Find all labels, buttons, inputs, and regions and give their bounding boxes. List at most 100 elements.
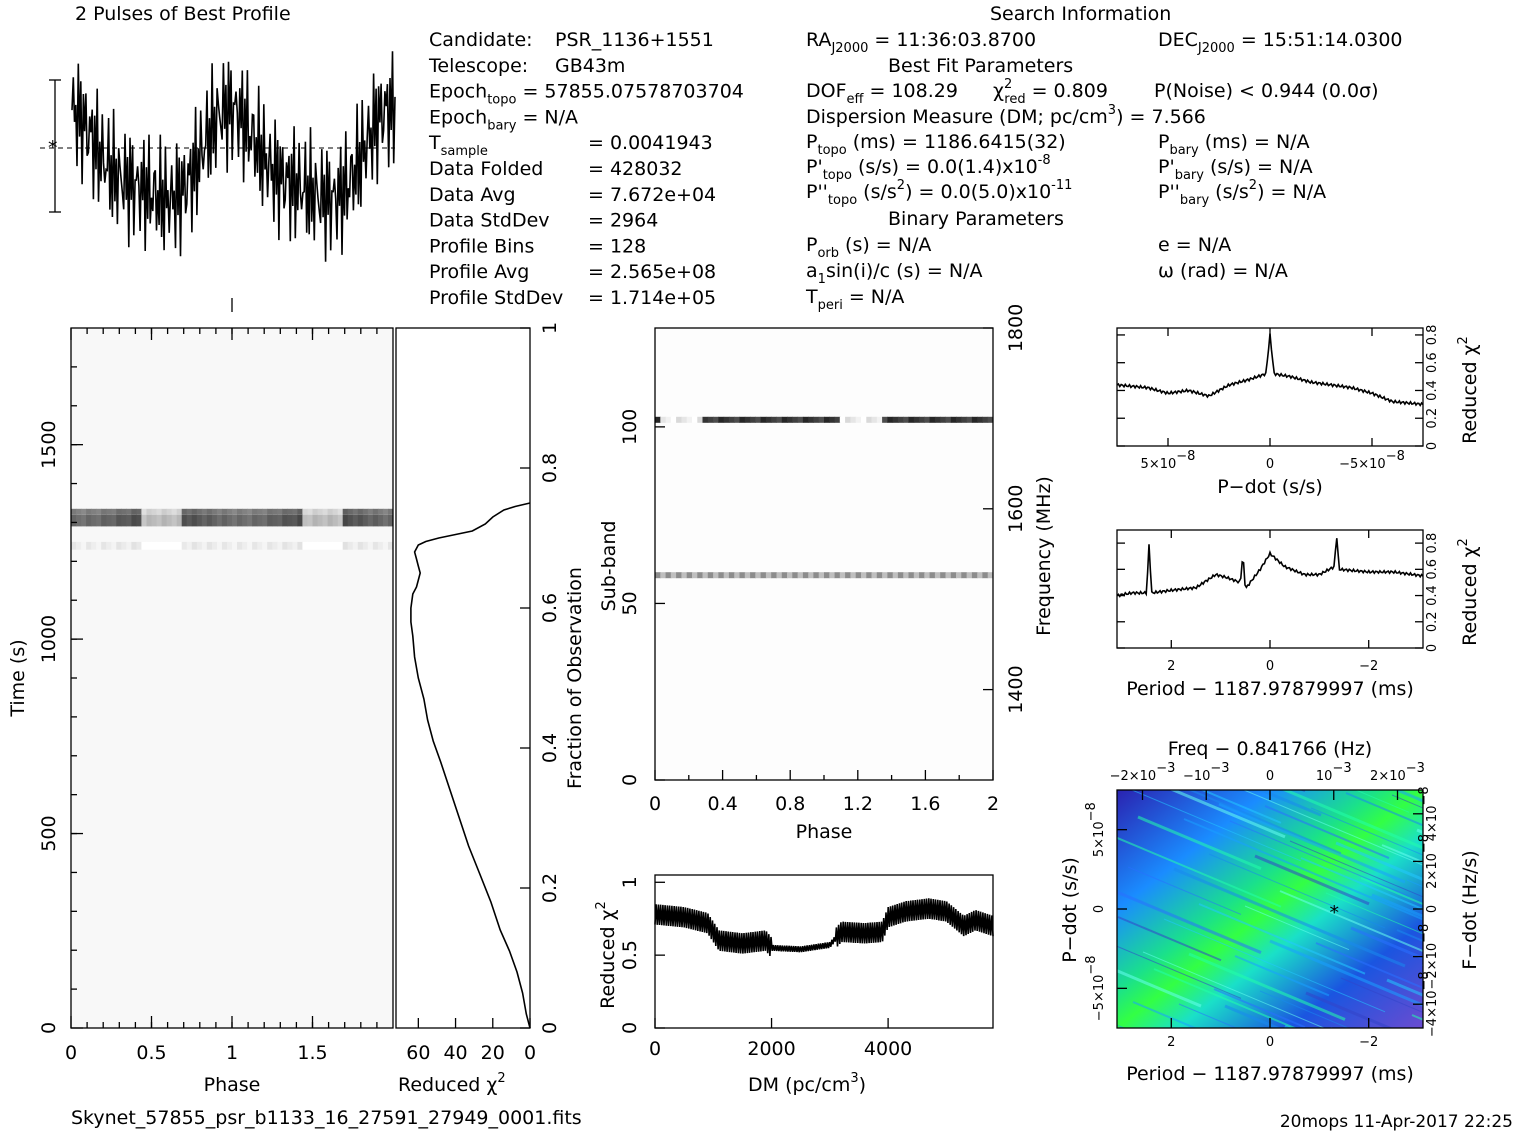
tperi-value: = N/A xyxy=(849,286,905,308)
heat-cell xyxy=(676,572,682,579)
heat-cell xyxy=(750,416,756,423)
heat-cell xyxy=(106,541,112,550)
svg-text:P''topo(s/s2) = 0.0(5.0)x10-11: P''topo (s/s2) = 0.0(5.0)x10-11 xyxy=(806,178,1072,208)
heat-streak xyxy=(1178,1003,1238,1028)
heat-streak xyxy=(1269,939,1423,1007)
sb-ytick-label: 100 xyxy=(619,409,641,445)
heat-cell xyxy=(739,416,746,423)
dm-chi-panel: 0 2000 4000 0 0.5 1 DM (pc/cm3) Reduced χ2 xyxy=(594,874,994,1096)
heat-streak xyxy=(1200,790,1282,824)
heat-cell xyxy=(686,572,693,579)
ytick-label: 0.2 xyxy=(1425,611,1440,632)
heat-cell xyxy=(307,514,313,527)
heat-streak xyxy=(1229,820,1410,897)
heat-cell xyxy=(681,572,688,579)
heat-cell xyxy=(655,572,661,579)
svg-text:Reduced χ2: Reduced χ2 xyxy=(398,1071,506,1096)
heat-cell xyxy=(352,508,359,515)
pp-ylabel: P−dot (s/s) xyxy=(1059,857,1081,963)
svg-text:Dispersion Measure (DM; pc/cm3: Dispersion Measure (DM; pc/cm3) = 7.566 xyxy=(806,103,1206,128)
heat-cell xyxy=(237,541,243,550)
dm-xtick-label: 4000 xyxy=(864,1038,912,1060)
sb-xtick-label: 0.8 xyxy=(775,793,805,815)
heat-cell xyxy=(697,572,704,579)
pdot-bary-value: (s/s) = N/A xyxy=(1210,156,1313,178)
heat-cell xyxy=(201,508,208,515)
heat-cell xyxy=(655,416,661,423)
heat-cell xyxy=(307,508,313,515)
info-row: Profile Avg = 2.565e+08 xyxy=(429,261,716,283)
heat-cell xyxy=(161,508,168,515)
heat-streak xyxy=(1315,942,1423,990)
heat-cell xyxy=(834,572,841,579)
heat-cell xyxy=(940,572,946,579)
heat-streak xyxy=(1153,968,1298,1028)
heat-cell xyxy=(961,416,968,423)
pp-x2tick-label: −2×10−3 xyxy=(1110,761,1176,784)
dm-label: Dispersion Measure (DM; pc/cm xyxy=(806,106,1108,128)
heat-streak xyxy=(1300,857,1423,911)
heat-cell xyxy=(186,508,193,515)
heat-cell xyxy=(352,514,359,527)
heat-cell xyxy=(347,514,354,527)
heat-cell xyxy=(151,514,157,527)
pp-x2tick-label: 0 xyxy=(1266,769,1274,784)
candidate-info: Candidate: PSR_1136+1551 Telescope: GB43m Ep… xyxy=(428,29,744,309)
heat-cell xyxy=(191,514,198,527)
heat-cell xyxy=(681,416,688,423)
heat-streak xyxy=(1325,892,1423,935)
heat-cell xyxy=(929,572,936,579)
dm-ytick-label: 0 xyxy=(619,1022,641,1034)
fraction-chi-trace xyxy=(410,502,531,1029)
heat-cell xyxy=(156,514,162,527)
heat-cell xyxy=(882,416,888,423)
fc-ytick-label: 0 xyxy=(539,1022,561,1034)
heat-cell xyxy=(357,508,364,515)
heat-cell xyxy=(257,514,263,527)
heat-cell xyxy=(156,541,162,550)
heat-cell xyxy=(337,514,344,527)
heat-cell xyxy=(347,508,354,515)
heat-cell xyxy=(755,572,762,579)
dm-xtick-label: 2000 xyxy=(747,1038,795,1060)
heat-cell xyxy=(707,572,714,579)
heat-cell xyxy=(272,514,278,527)
heat-cell xyxy=(257,508,263,515)
heat-cell xyxy=(824,572,830,579)
heat-cell xyxy=(312,514,318,527)
svg-text:Reduced χ2: Reduced χ2 xyxy=(1456,336,1481,444)
heat-cell xyxy=(81,541,87,550)
period-chi-trace xyxy=(1116,538,1424,598)
heat-cell xyxy=(252,508,258,515)
fc-xtick-label: 40 xyxy=(443,1042,467,1064)
heat-cell xyxy=(297,541,303,550)
pp-ytick-label: 5×10−8 xyxy=(1084,802,1107,857)
heat-cell xyxy=(913,416,920,423)
heat-cell xyxy=(892,416,899,423)
heat-cell xyxy=(829,416,836,423)
heat-cell xyxy=(771,416,777,423)
heat-cell xyxy=(171,541,178,550)
heat-cell xyxy=(181,541,188,550)
sb-y2label: Frequency (MHz) xyxy=(1033,476,1055,636)
heat-cell xyxy=(755,416,762,423)
heat-cell xyxy=(76,541,82,550)
heat-cell xyxy=(750,572,756,579)
heat-cell xyxy=(91,541,97,550)
pp-ytick-label: 0 xyxy=(1092,905,1107,913)
heat-cell xyxy=(282,541,288,550)
pd-xlabel: P−dot (s/s) xyxy=(1217,476,1323,498)
heat-cell xyxy=(845,416,851,423)
heat-cell xyxy=(966,572,973,579)
heat-cell xyxy=(362,514,369,527)
heat-cell xyxy=(337,508,344,515)
heat-cell xyxy=(242,508,248,515)
heat-streak xyxy=(1381,844,1423,864)
heat-streak xyxy=(1340,977,1423,1013)
heat-cell xyxy=(845,572,851,579)
info-row: Data StdDev = 2964 xyxy=(429,210,658,232)
heat-cell xyxy=(287,541,293,550)
heat-cell xyxy=(151,541,157,550)
heat-cell xyxy=(908,416,915,423)
heat-cell xyxy=(897,416,904,423)
